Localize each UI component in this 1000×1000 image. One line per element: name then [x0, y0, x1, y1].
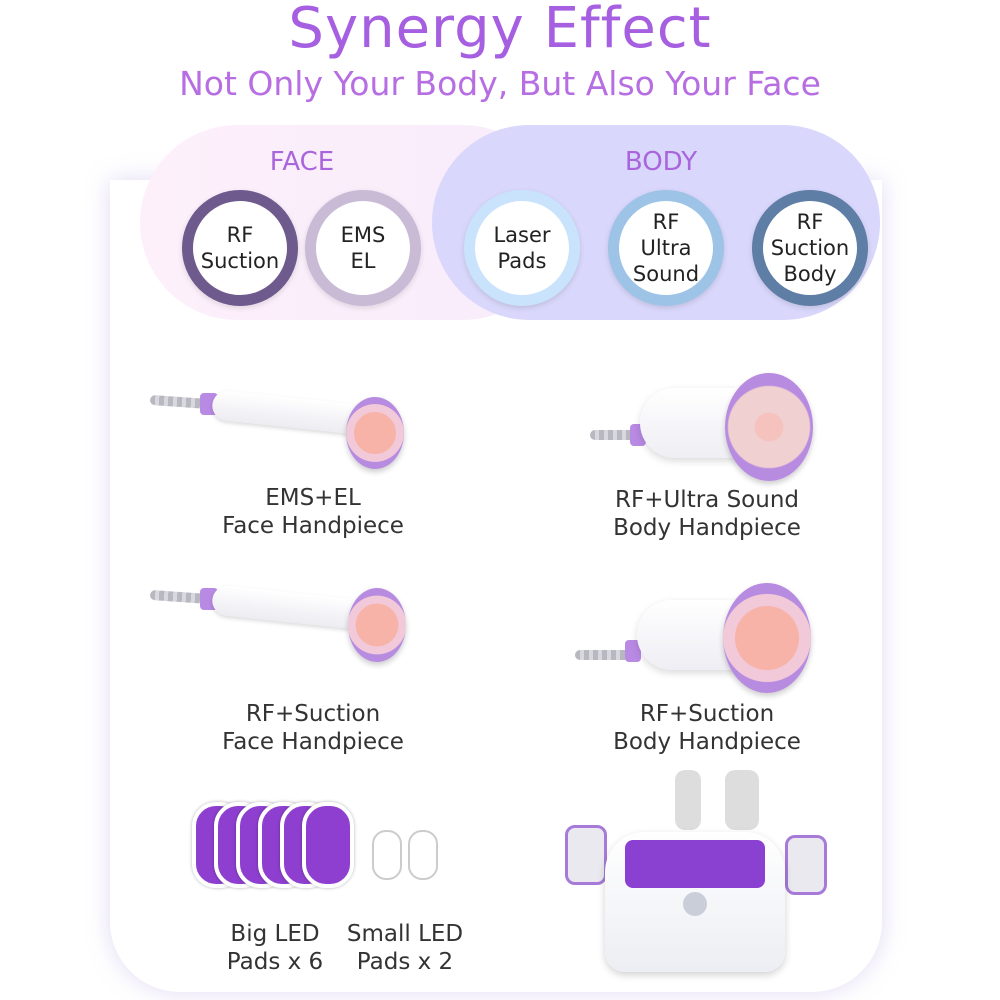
circle-ems-el: EMS EL	[305, 190, 421, 306]
circle-rf-ultrasound: RF Ultra Sound	[608, 190, 724, 306]
product-label: RF+Ultra Sound Body Handpiece	[613, 487, 801, 541]
rf-suction-face-handpiece-image	[149, 580, 410, 670]
product-label: EMS+EL Face Handpiece	[222, 485, 404, 539]
product-label: RF+Suction Body Handpiece	[613, 701, 801, 755]
circle-laser-pads: Laser Pads	[464, 190, 580, 306]
big-led-pads-image	[192, 802, 362, 912]
body-heading: BODY	[624, 147, 698, 177]
machine-image	[565, 770, 830, 980]
small-led-pads-image	[372, 830, 442, 910]
product-label: Big LED Pads x 6	[226, 921, 324, 975]
rf-ultrasound-body-handpiece-image	[590, 368, 820, 483]
circle-rf-suction-body: RF Suction Body	[752, 190, 868, 306]
page-subtitle: Not Only Your Body, But Also Your Face	[179, 64, 821, 103]
face-heading: FACE	[269, 147, 335, 177]
rf-suction-body-handpiece-image	[575, 580, 815, 695]
product-label: Small LED Pads x 2	[346, 921, 464, 975]
product-label: RF+Suction Face Handpiece	[222, 701, 404, 755]
page-title: Synergy Effect	[288, 0, 712, 61]
ems-el-face-handpiece-image	[149, 385, 410, 475]
circle-rf-suction: RF Suction	[182, 190, 298, 306]
